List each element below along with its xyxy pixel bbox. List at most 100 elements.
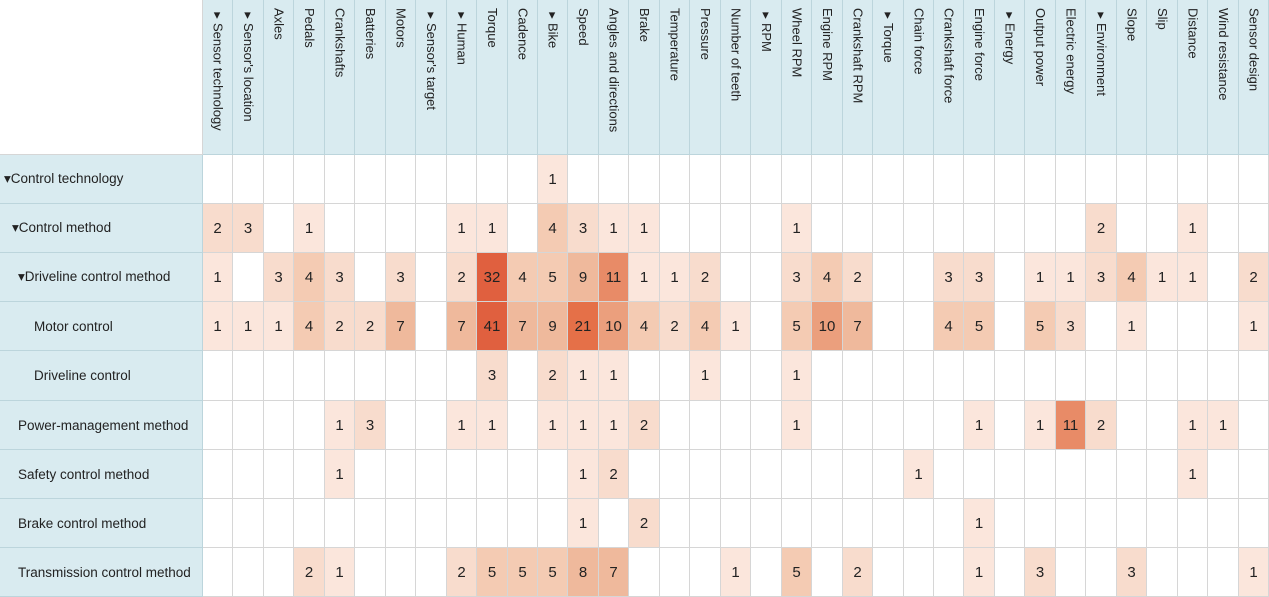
heatmap-cell: 2	[629, 499, 660, 548]
heatmap-cell	[1117, 155, 1147, 204]
column-header-label: Cadence	[515, 8, 531, 61]
row-header-label: ▾Control method	[12, 220, 112, 235]
heatmap-cell	[1178, 155, 1208, 204]
heatmap-cell	[203, 155, 233, 204]
column-header-label: ▾Sensor technology	[210, 8, 226, 131]
heatmap-cell	[873, 450, 904, 499]
heatmap-cell	[1025, 499, 1056, 548]
column-header: Temperature	[660, 0, 690, 155]
heatmap-cell	[1025, 351, 1056, 401]
heatmap-cell	[782, 450, 812, 499]
heatmap-cell: 1	[233, 302, 264, 351]
column-header-label: ▾Torque	[881, 8, 896, 63]
heatmap-cell	[690, 548, 721, 597]
heatmap-cell: 7	[508, 302, 538, 351]
heatmap-cell: 2	[355, 302, 386, 351]
heatmap-cell	[1147, 204, 1178, 253]
heatmap-cell	[1178, 499, 1208, 548]
heatmap-cell: 9	[538, 302, 568, 351]
heatmap-cell	[477, 499, 508, 548]
heatmap-cell	[386, 499, 416, 548]
heatmap-cell: 1	[904, 450, 934, 499]
heatmap-cell	[690, 401, 721, 450]
heatmap-cell	[1056, 499, 1086, 548]
heatmap-cell	[599, 499, 629, 548]
heatmap-cell: 1	[1208, 401, 1239, 450]
heatmap-cell	[416, 351, 447, 401]
heatmap-cell	[1208, 450, 1239, 499]
heatmap-cell: 3	[1086, 253, 1117, 302]
heatmap-cell: 10	[599, 302, 629, 351]
heatmap-cell: 7	[599, 548, 629, 597]
heatmap-cell	[1239, 401, 1269, 450]
column-header: Chain force	[904, 0, 934, 155]
column-header-label: Pedals	[302, 8, 317, 48]
heatmap-cell	[1147, 401, 1178, 450]
heatmap-cell	[1086, 450, 1117, 499]
heatmap-cell: 2	[1086, 401, 1117, 450]
heatmap-cell: 5	[538, 253, 568, 302]
heatmap-cell	[233, 253, 264, 302]
heatmap-cell	[812, 401, 843, 450]
row-header-label: Safety control method	[18, 466, 150, 482]
heatmap-cell	[477, 450, 508, 499]
heatmap-cell	[1086, 499, 1117, 548]
heatmap-cell	[1056, 155, 1086, 204]
heatmap-cell	[782, 155, 812, 204]
heatmap-cell: 1	[203, 253, 233, 302]
heatmap-cell	[995, 253, 1025, 302]
heatmap-cell	[508, 351, 538, 401]
heatmap-cell: 1	[660, 253, 690, 302]
column-header: Slope	[1117, 0, 1147, 155]
heatmap-cell: 3	[233, 204, 264, 253]
heatmap-cell: 3	[1117, 548, 1147, 597]
heatmap-cell	[355, 548, 386, 597]
heatmap-cell: 1	[477, 204, 508, 253]
heatmap-cell	[233, 548, 264, 597]
heatmap-cell	[721, 253, 751, 302]
column-header-label: ▾Sensor's location	[241, 8, 256, 122]
heatmap-cell	[386, 548, 416, 597]
heatmap-cell: 1	[1025, 401, 1056, 450]
heatmap-cell: 3	[1025, 548, 1056, 597]
heatmap-cell	[1208, 204, 1239, 253]
heatmap-cell	[690, 450, 721, 499]
heatmap-cell	[264, 351, 294, 401]
column-header: Axles	[264, 0, 294, 155]
column-header: Engine force	[964, 0, 995, 155]
heatmap-cell: 10	[812, 302, 843, 351]
heatmap-cell: 3	[325, 253, 355, 302]
column-header-label: Motors	[393, 8, 409, 48]
heatmap-cell	[264, 499, 294, 548]
heatmap-cell: 3	[964, 253, 995, 302]
heatmap-cell	[1147, 351, 1178, 401]
heatmap-cell	[1147, 548, 1178, 597]
row-header: Driveline control	[0, 351, 203, 401]
heatmap-cell	[294, 155, 325, 204]
column-header: Crankshaft RPM	[843, 0, 873, 155]
heatmap-cell: 1	[1178, 401, 1208, 450]
heatmap-cell	[1117, 499, 1147, 548]
column-header-label: Slope	[1124, 8, 1140, 42]
heatmap-cell	[477, 155, 508, 204]
heatmap-cell: 1	[721, 548, 751, 597]
heatmap-cell	[325, 351, 355, 401]
heatmap-cell: 4	[1117, 253, 1147, 302]
heatmap-cell: 2	[660, 302, 690, 351]
heatmap-cell	[294, 450, 325, 499]
heatmap-cell: 1	[325, 450, 355, 499]
heatmap-cell: 4	[690, 302, 721, 351]
heatmap-cell	[1147, 499, 1178, 548]
heatmap-cell: 5	[477, 548, 508, 597]
heatmap-cell	[416, 204, 447, 253]
column-header-label: Sensor design	[1246, 8, 1262, 92]
heatmap-cell	[1239, 155, 1269, 204]
heatmap-cell	[995, 351, 1025, 401]
heatmap-cell	[1056, 450, 1086, 499]
column-header: Wheel RPM	[782, 0, 812, 155]
heatmap-cell: 4	[934, 302, 964, 351]
heatmap-cell: 2	[1086, 204, 1117, 253]
heatmap-cell	[934, 401, 964, 450]
heatmap-cell	[264, 548, 294, 597]
column-header-label: ▾Bike	[545, 8, 561, 49]
